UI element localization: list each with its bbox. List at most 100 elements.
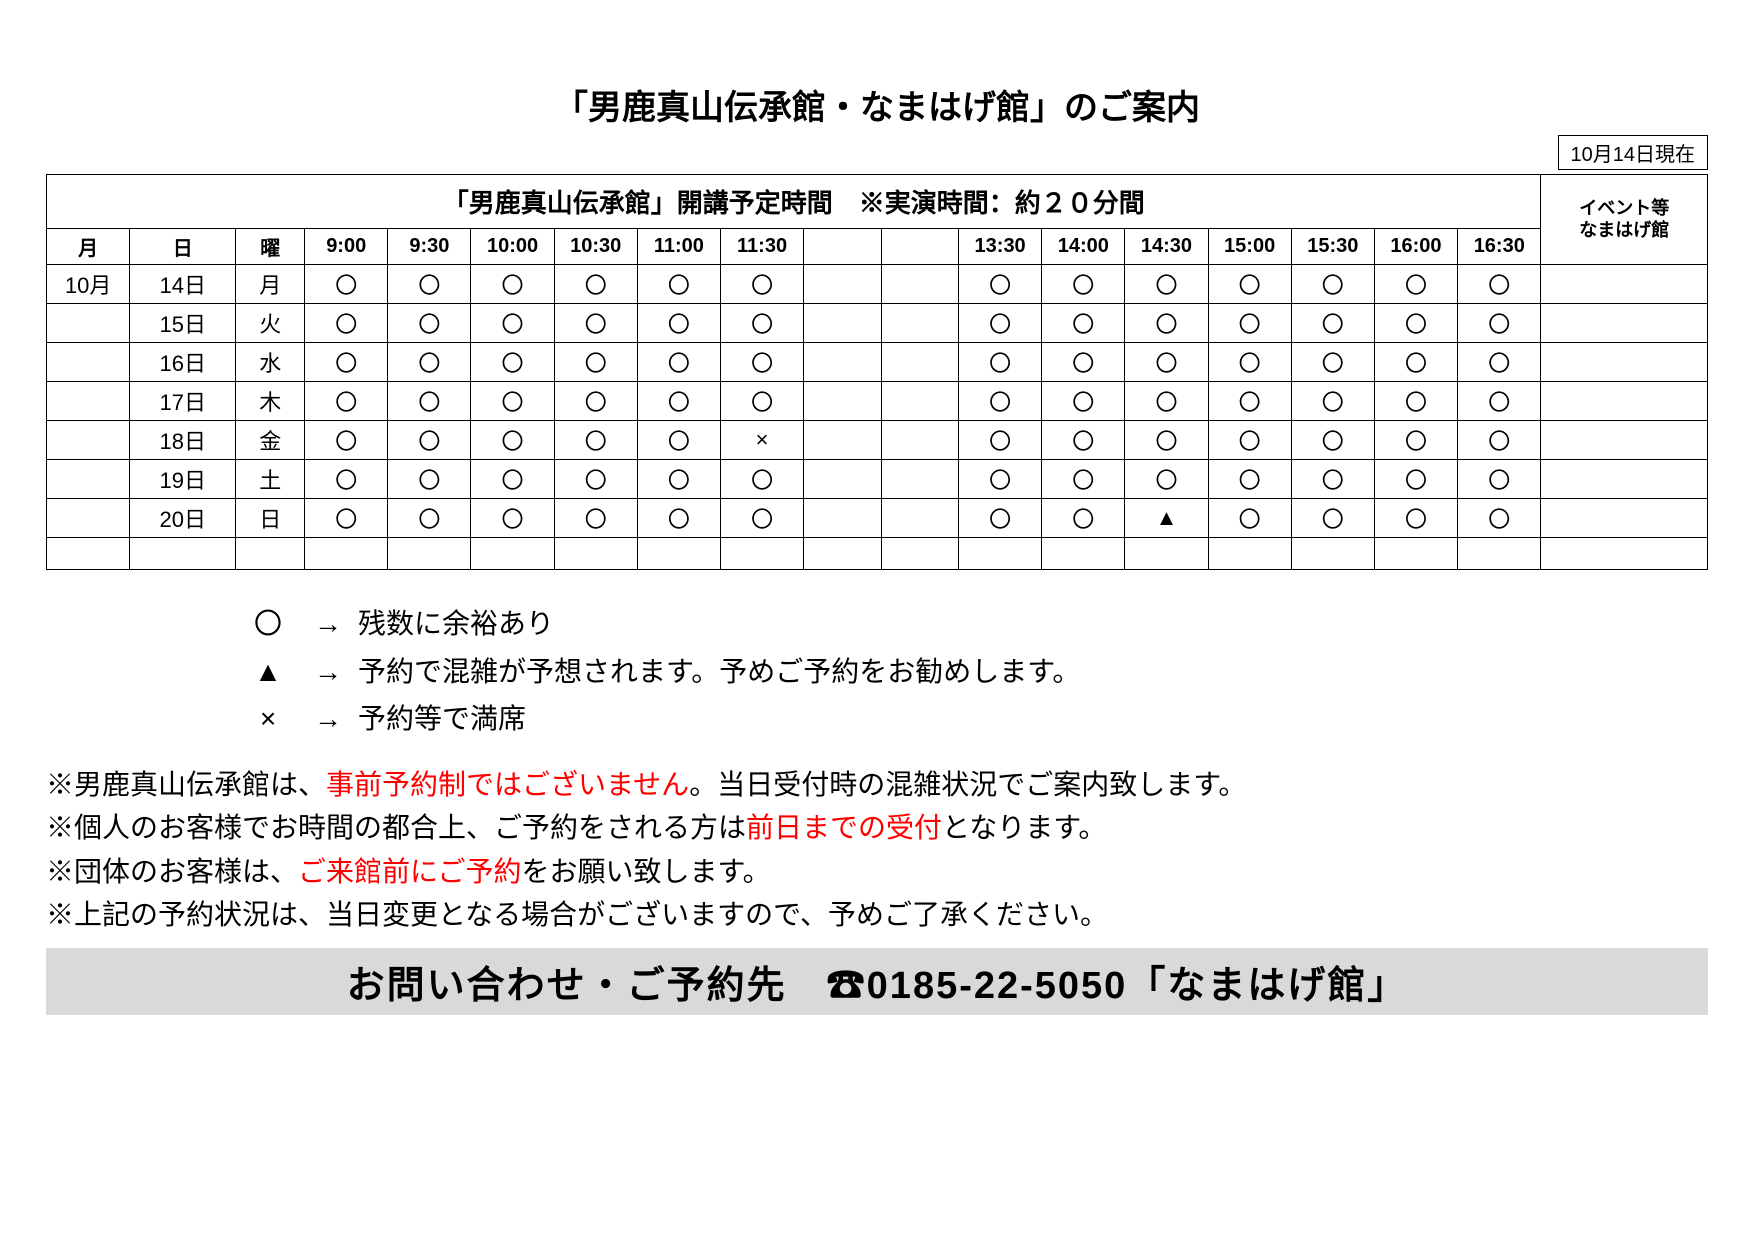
schedule-thead: 「男鹿真山伝承館」開講予定時間 ※実演時間：約２０分間 イベント等なまはげ館 月… [47,175,1708,265]
table-cell: 〇 [1458,499,1541,538]
table-cell: 水 [236,343,305,382]
table-cell [804,538,881,570]
table-row [47,538,1708,570]
notes: ※男鹿真山伝承館は、事前予約制ではございません。当日受付時の混雑状況でご案内致し… [46,763,1708,937]
table-cell: 〇 [959,460,1042,499]
table-cell: 〇 [305,265,388,304]
schedule-tbody: 10月14日月〇〇〇〇〇〇〇〇〇〇〇〇〇15日火〇〇〇〇〇〇〇〇〇〇〇〇〇16日… [47,265,1708,570]
table-cell: 〇 [1042,304,1125,343]
table-cell: 〇 [1374,499,1457,538]
table-cell: 〇 [471,265,554,304]
table-cell [720,538,803,570]
table-cell [637,538,720,570]
schedule-col-header: 9:30 [388,229,471,265]
table-cell [804,421,881,460]
table-cell: 〇 [1208,343,1291,382]
table-cell: 〇 [471,304,554,343]
table-cell: 〇 [1291,382,1374,421]
table-cell: 17日 [130,382,236,421]
schedule-col-header: 16:00 [1374,229,1457,265]
schedule-col-header: 11:30 [720,229,803,265]
table-cell: 月 [236,265,305,304]
legend-row: ×→予約等で満席 [238,695,1708,743]
table-cell [388,538,471,570]
legend-text: 残数に余裕あり [358,600,554,648]
schedule-main-header: 「男鹿真山伝承館」開講予定時間 ※実演時間：約２０分間 [47,175,1541,229]
schedule-col-header: 14:00 [1042,229,1125,265]
table-cell: 〇 [471,421,554,460]
legend-text: 予約等で満席 [358,695,526,743]
table-cell: 〇 [720,382,803,421]
table-cell: 〇 [637,460,720,499]
table-cell: 〇 [720,265,803,304]
table-cell: 20日 [130,499,236,538]
table-cell: 〇 [637,499,720,538]
schedule-header-row-2: 月日曜9:009:3010:0010:3011:0011:3013:3014:0… [47,229,1708,265]
table-cell: 18日 [130,421,236,460]
table-cell [881,499,958,538]
table-cell [1541,421,1708,460]
table-cell [236,538,305,570]
table-cell: 〇 [1125,460,1208,499]
table-cell [881,460,958,499]
table-row: 16日水〇〇〇〇〇〇〇〇〇〇〇〇〇 [47,343,1708,382]
table-cell: 〇 [1458,265,1541,304]
table-cell: 〇 [1208,382,1291,421]
table-cell: 〇 [554,304,637,343]
table-cell [881,304,958,343]
table-cell: 〇 [959,499,1042,538]
legend-row: ▲→予約で混雑が予想されます。予めご予約をお勧めします。 [238,648,1708,696]
table-cell: 〇 [305,343,388,382]
table-cell: 火 [236,304,305,343]
arrow-icon: → [298,695,358,743]
table-cell [47,460,130,499]
note-2: ※個人のお客様でお時間の都合上、ご予約をされる方は前日までの受付となります。 [46,806,1708,849]
table-cell: 〇 [305,304,388,343]
schedule-col-header: 10:00 [471,229,554,265]
legend-symbol: ▲ [238,648,298,696]
table-cell [804,304,881,343]
schedule-col-header: 11:00 [637,229,720,265]
table-cell: ▲ [1125,499,1208,538]
table-cell: 〇 [1374,343,1457,382]
table-cell: 〇 [1042,382,1125,421]
table-cell [1541,499,1708,538]
table-row: 17日木〇〇〇〇〇〇〇〇〇〇〇〇〇 [47,382,1708,421]
table-cell [554,538,637,570]
table-cell [804,499,881,538]
table-cell [130,538,236,570]
note-3c: をお願い致します。 [521,856,770,887]
schedule-col-header [804,229,881,265]
table-cell: 〇 [959,304,1042,343]
schedule-col-header: 曜 [236,229,305,265]
note-2c: となります。 [942,812,1106,843]
table-cell [1541,460,1708,499]
table-cell: 〇 [1458,343,1541,382]
table-cell: 〇 [637,343,720,382]
table-cell: 〇 [1208,421,1291,460]
schedule-table: 「男鹿真山伝承館」開講予定時間 ※実演時間：約２０分間 イベント等なまはげ館 月… [46,174,1708,570]
table-cell: 〇 [959,343,1042,382]
note-3b: ご来館前にご予約 [298,856,521,887]
table-cell: 〇 [388,421,471,460]
schedule-event-header: イベント等なまはげ館 [1541,175,1708,265]
table-cell: 〇 [471,460,554,499]
table-cell [47,343,130,382]
table-cell [804,460,881,499]
note-2b: 前日までの受付 [746,812,942,843]
table-cell [305,538,388,570]
table-cell [1125,538,1208,570]
table-cell: 〇 [959,265,1042,304]
table-cell: 〇 [1042,421,1125,460]
table-cell: 〇 [720,343,803,382]
table-cell: 〇 [554,460,637,499]
legend-symbol: 〇 [238,600,298,648]
table-cell [471,538,554,570]
schedule-col-header: 16:30 [1458,229,1541,265]
table-cell [804,382,881,421]
note-4: ※上記の予約状況は、当日変更となる場合がございますので、予めご了承ください。 [46,893,1708,936]
table-cell: 〇 [554,499,637,538]
legend-symbol: × [238,695,298,743]
schedule-col-header: 10:30 [554,229,637,265]
table-cell: 14日 [130,265,236,304]
